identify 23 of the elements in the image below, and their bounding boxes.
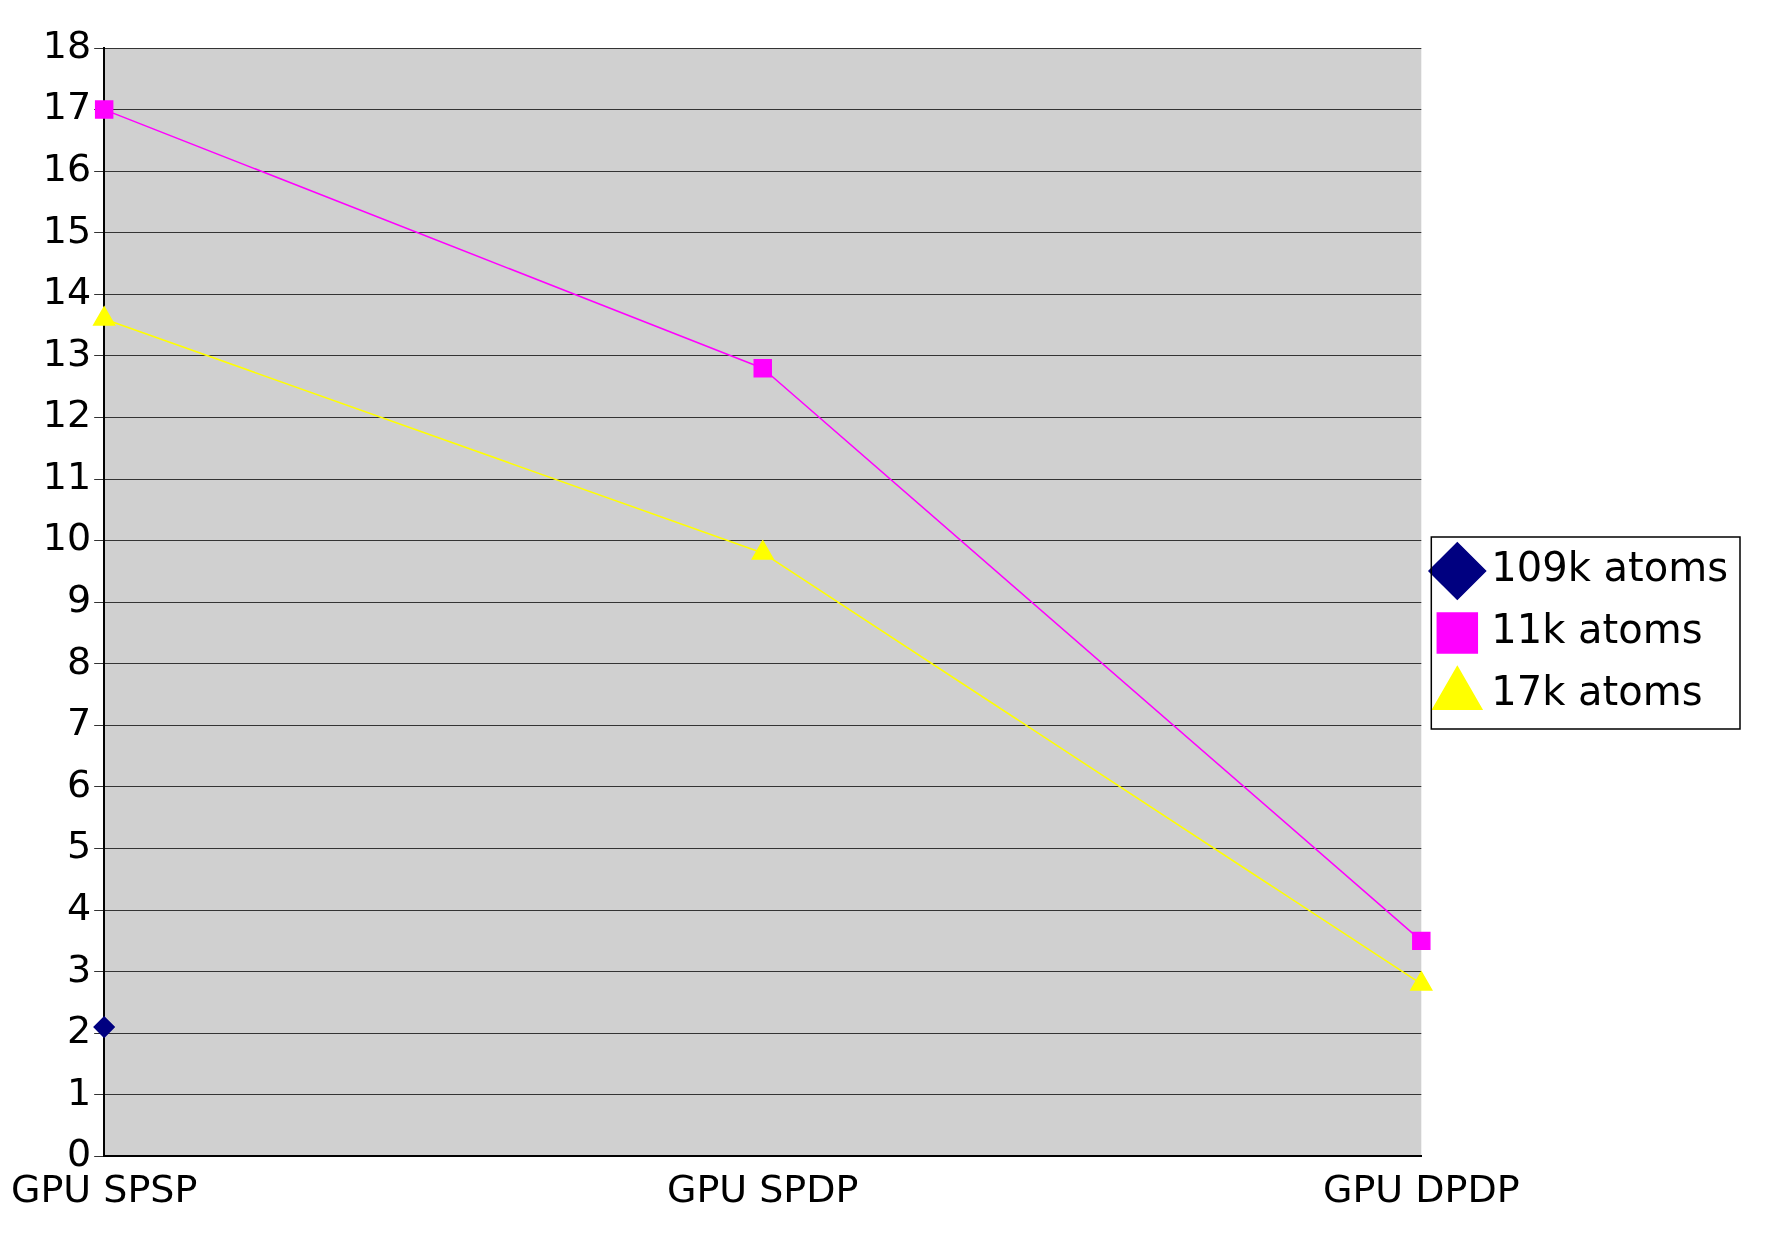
y-tick-label: 8 (66, 638, 92, 683)
y-tick-label: 13 (42, 330, 92, 375)
y-tick-label: 16 (42, 146, 92, 191)
x-tick-label: GPU SPDP (667, 1167, 859, 1212)
legend-label: 11k atoms (1491, 606, 1703, 653)
y-tick-label: 3 (66, 946, 92, 991)
y-tick-label: 17 (42, 84, 92, 129)
y-tick-label: 18 (42, 22, 92, 67)
y-tick-label: 9 (66, 577, 92, 622)
y-tick-label: 4 (66, 884, 92, 929)
y-tick-label: 15 (42, 207, 92, 252)
y-tick-label: 7 (66, 700, 92, 745)
y-tick-label: 11 (42, 453, 92, 498)
legend-label: 109k atoms (1491, 544, 1728, 591)
y-tick-label: 6 (66, 761, 92, 806)
y-tick-label: 2 (66, 1008, 92, 1053)
y-tick-label: 1 (66, 1069, 92, 1114)
y-tick-label: 14 (42, 269, 92, 314)
y-tick-label: 10 (42, 515, 92, 560)
y-tick-label: 5 (66, 823, 92, 868)
y-tick-label: 12 (42, 392, 92, 437)
legend-label: 17k atoms (1491, 668, 1703, 715)
x-tick-label: GPU DPDP (1323, 1167, 1520, 1212)
